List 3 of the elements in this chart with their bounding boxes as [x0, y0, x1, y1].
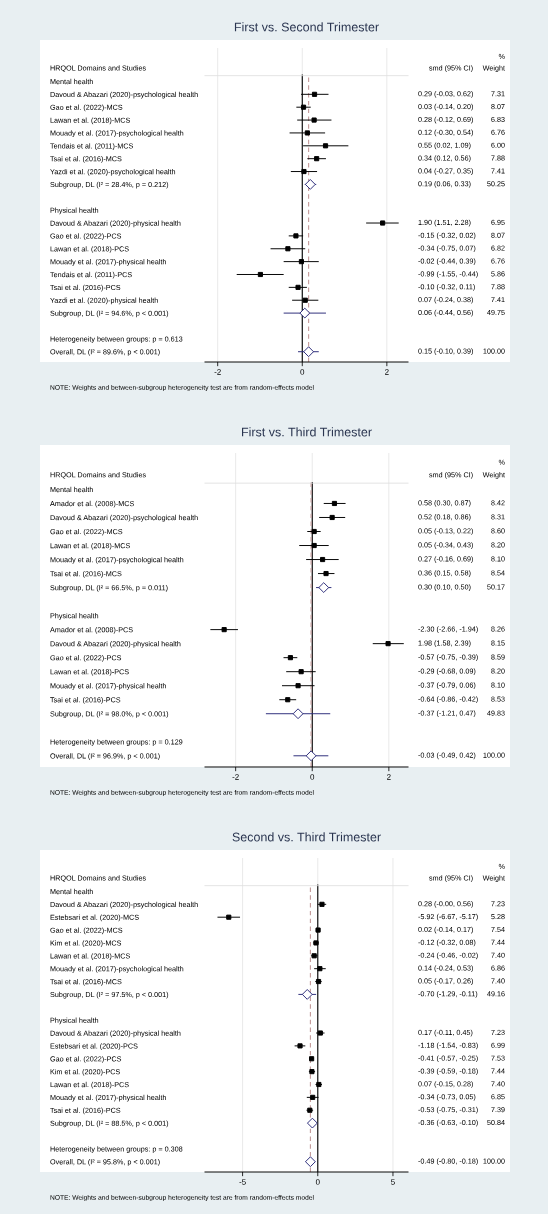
chart-title: First vs. Third Trimester — [242, 427, 372, 437]
chart-title: First vs. Second Trimester — [234, 22, 379, 32]
chart-title: Second vs. Third Trimester — [232, 832, 381, 842]
